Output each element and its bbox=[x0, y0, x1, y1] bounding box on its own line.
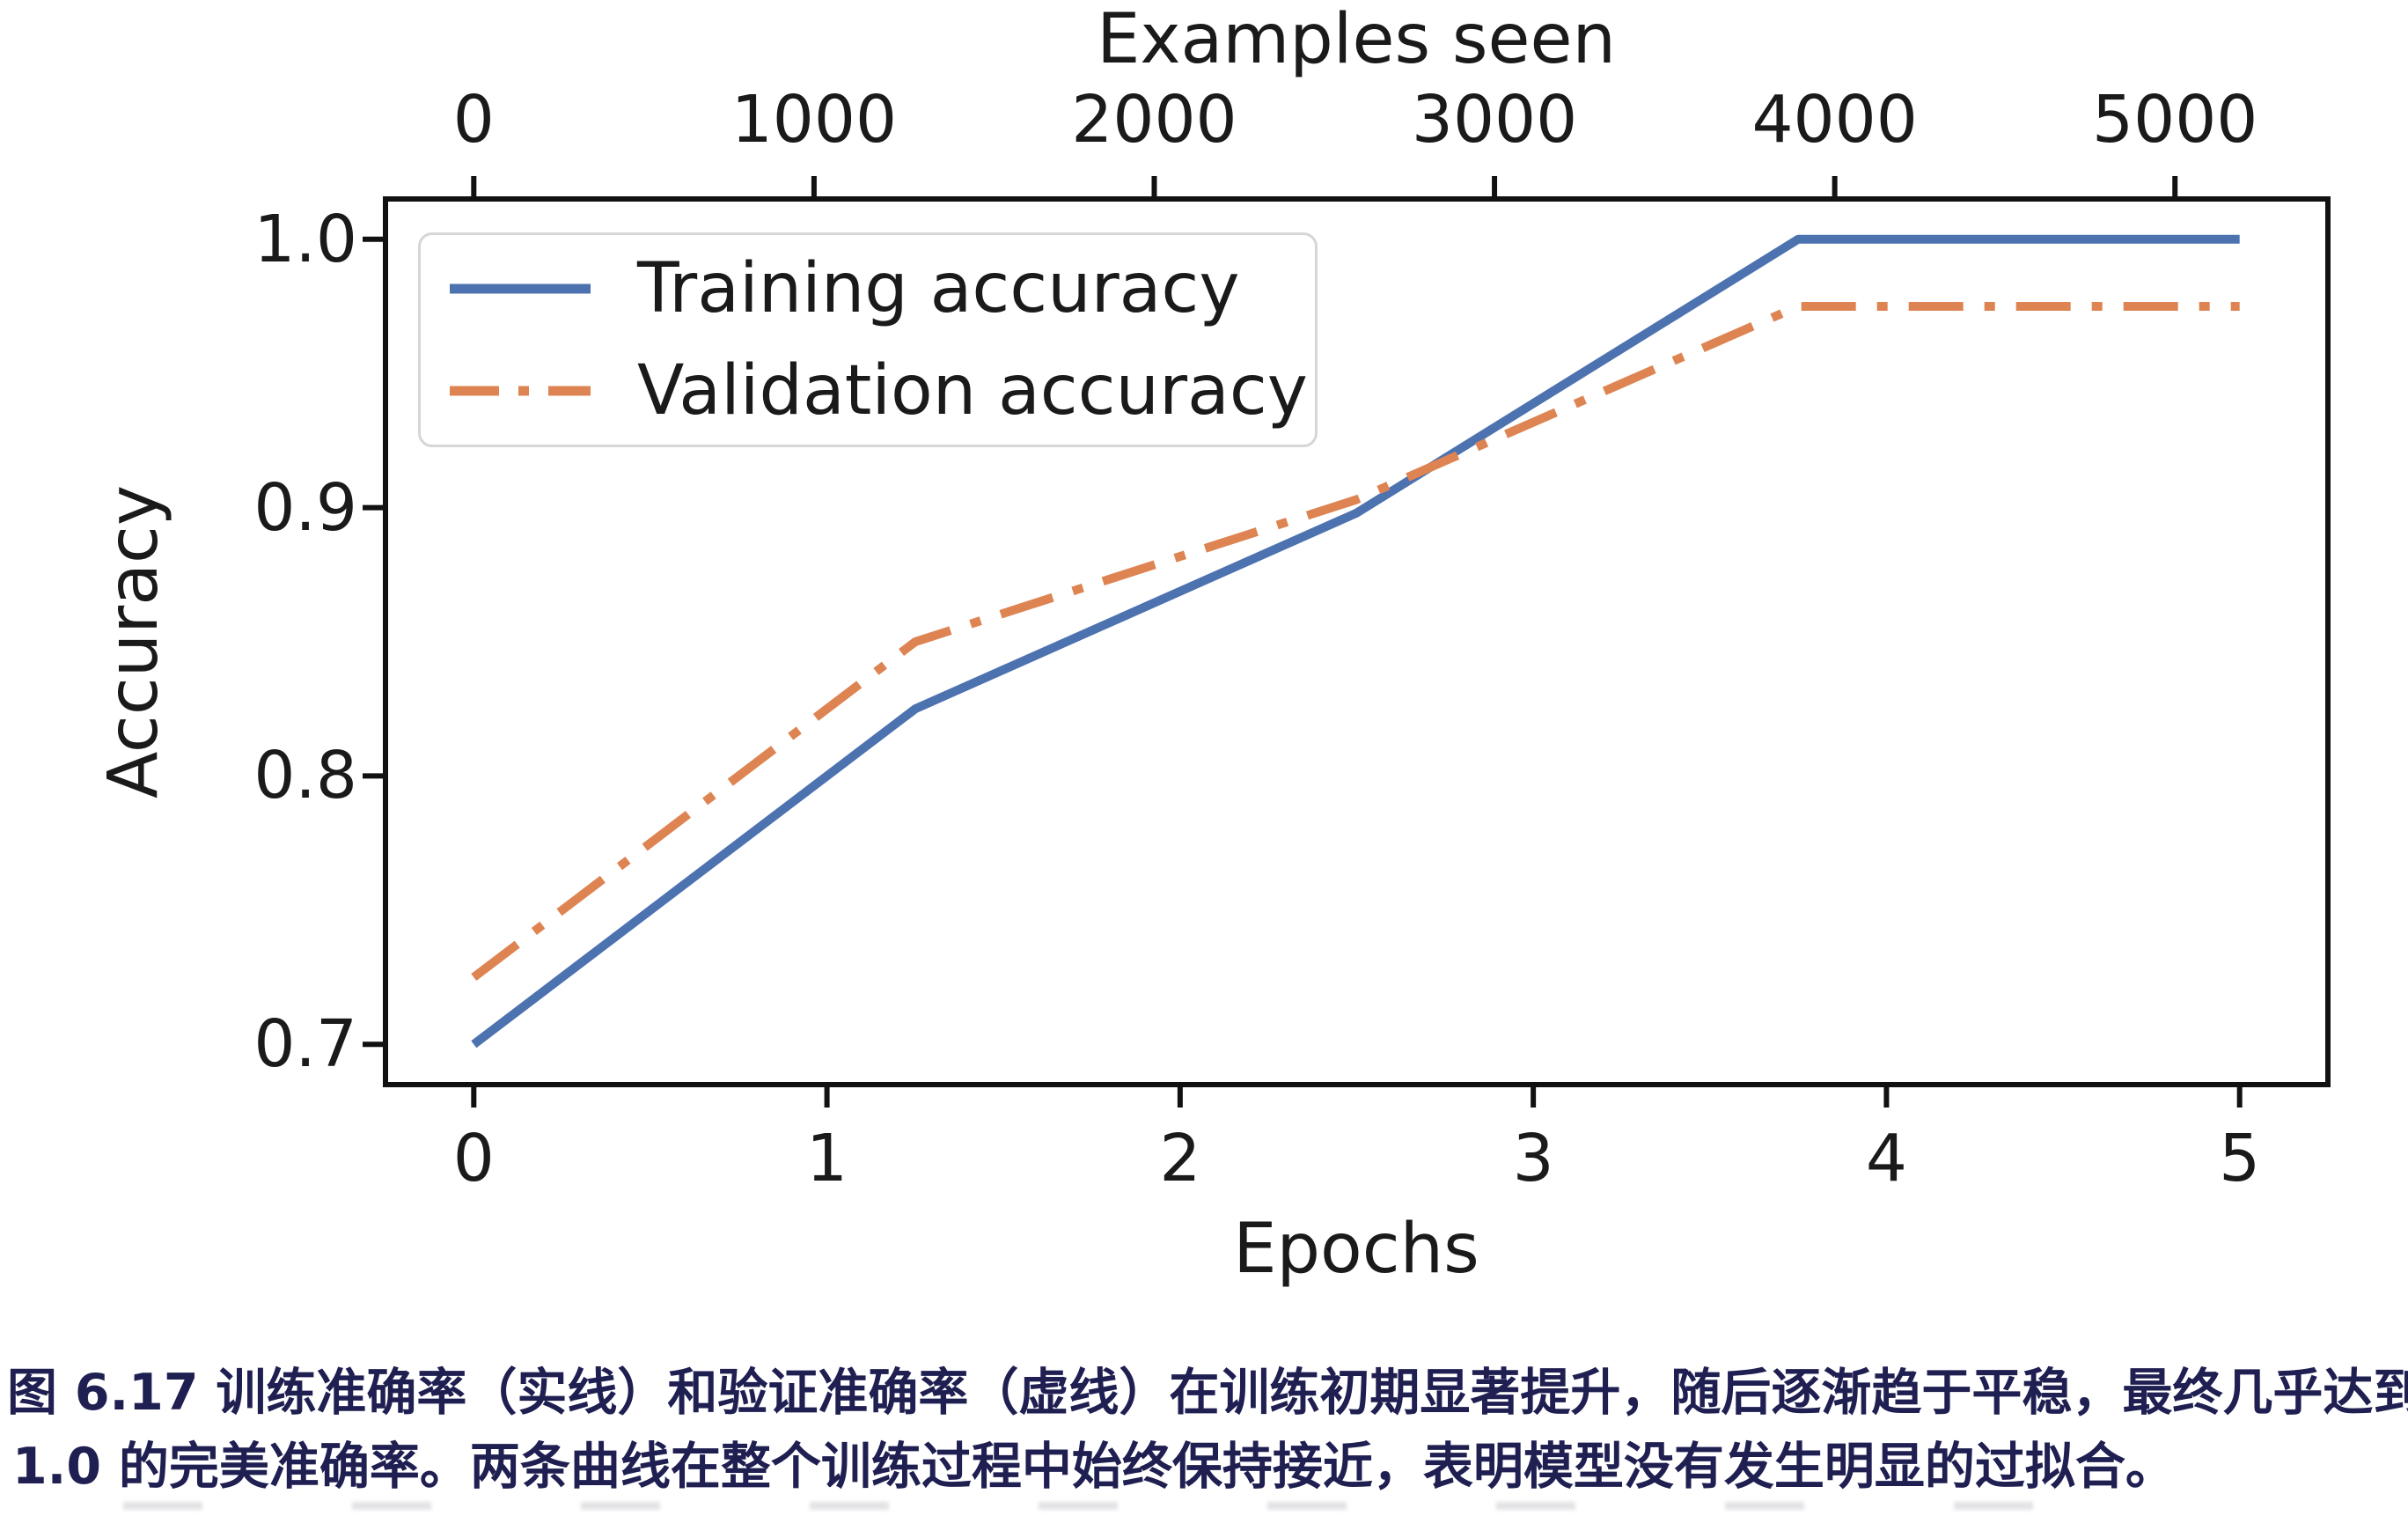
legend-item-training: Training accuracy bbox=[445, 249, 1315, 328]
tick-label: 2000 bbox=[1071, 82, 1237, 158]
tick-label: 1 bbox=[806, 1121, 848, 1196]
y-axis-title: Accuracy bbox=[94, 484, 173, 799]
tick-label: 1.0 bbox=[253, 201, 357, 277]
legend: Training accuracy Validation accuracy bbox=[418, 232, 1318, 447]
training-line-sample bbox=[450, 283, 591, 294]
tick-label: 1000 bbox=[730, 82, 898, 158]
tick-label: 3000 bbox=[1411, 82, 1578, 158]
legend-label-training: Training accuracy bbox=[637, 249, 1240, 328]
legend-item-validation: Validation accuracy bbox=[445, 351, 1315, 431]
tick-label: 3 bbox=[1512, 1121, 1554, 1196]
figure-caption-line-1: 图 6.17 训练准确率（实线）和验证准确率（虚线）在训练初期显著提升，随后逐渐… bbox=[7, 1364, 2408, 1422]
tick-label: 0 bbox=[452, 82, 495, 158]
cropped-text-ghost bbox=[123, 1502, 2165, 1510]
tick-label: 0.9 bbox=[253, 469, 357, 546]
x-axis-title: Epochs bbox=[1233, 1210, 1479, 1289]
tick-label: 4 bbox=[1865, 1121, 1907, 1196]
validation-accuracy-line bbox=[471, 301, 2240, 982]
training-accuracy-line bbox=[471, 234, 2240, 1049]
legend-label-validation: Validation accuracy bbox=[637, 351, 1308, 431]
accuracy-chart-canvas bbox=[363, 176, 2331, 1108]
tick-label: 0.7 bbox=[253, 1006, 357, 1083]
tick-label: 0 bbox=[452, 1121, 495, 1196]
top-axis-title: Examples seen bbox=[1097, 0, 1616, 79]
validation-line-sample bbox=[450, 386, 591, 396]
tick-label: 2 bbox=[1159, 1121, 1201, 1196]
figure-caption-line-2: 1.0 的完美准确率。两条曲线在整个训练过程中始终保持接近，表明模型没有发生明显… bbox=[12, 1438, 2176, 1496]
axes-spines bbox=[383, 196, 2331, 1087]
tick-label: 0.8 bbox=[253, 738, 357, 814]
tick-label: 5 bbox=[2219, 1121, 2261, 1196]
tick-label: 5000 bbox=[2092, 82, 2258, 158]
tick-label: 4000 bbox=[1751, 82, 1918, 158]
